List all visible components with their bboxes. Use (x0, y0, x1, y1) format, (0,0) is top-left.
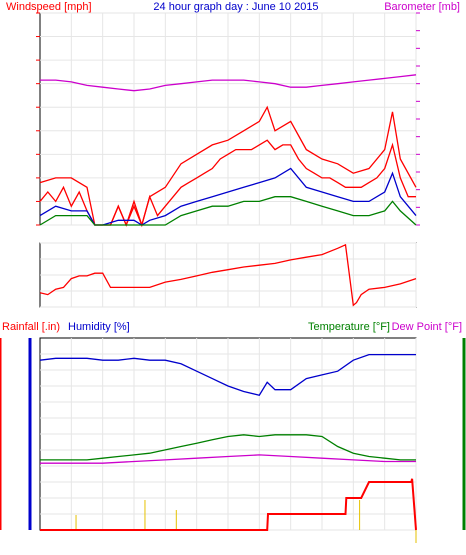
temperature-axis-label: Temperature [°F] (308, 321, 390, 333)
wind-series (39, 74, 417, 228)
temp-series (39, 353, 417, 531)
wind-direction-panel (39, 242, 417, 308)
series-line-barometer (40, 74, 417, 92)
windspeed-axis-ticks (36, 12, 40, 226)
temp-grid (40, 338, 417, 531)
barometer-axis-ticks (416, 12, 420, 226)
dewpoint-axis-label: Dew Point [°F] (392, 321, 462, 333)
direction-series (39, 243, 417, 307)
wind-grid (40, 12, 417, 226)
rainfall-axis-label: Rainfall [.in) (2, 321, 60, 333)
series-line-rainfall (40, 478, 417, 531)
series-line-wind-direction (39, 243, 417, 307)
chart-title: 24 hour graph day : June 10 2015 (153, 1, 318, 13)
humidity-axis-label: Humidity [%] (68, 321, 130, 333)
windspeed-axis-label: Windspeed [mph] (6, 1, 92, 13)
series-line-wind-direction-low (39, 196, 417, 226)
direction-grid (40, 242, 417, 308)
rain-humidity-temp-panel: Rainfall [.in) Humidity [%] Temperature … (0, 321, 466, 543)
series-line-temperature (40, 434, 416, 461)
tide-sun-annotations (75, 500, 417, 543)
series-line-dew-point (40, 454, 416, 464)
series-line-humidity (39, 353, 416, 396)
wind-barometer-panel: Windspeed [mph] 24 hour graph day : June… (6, 1, 460, 228)
barometer-axis-label: Barometer [mb] (384, 1, 460, 13)
